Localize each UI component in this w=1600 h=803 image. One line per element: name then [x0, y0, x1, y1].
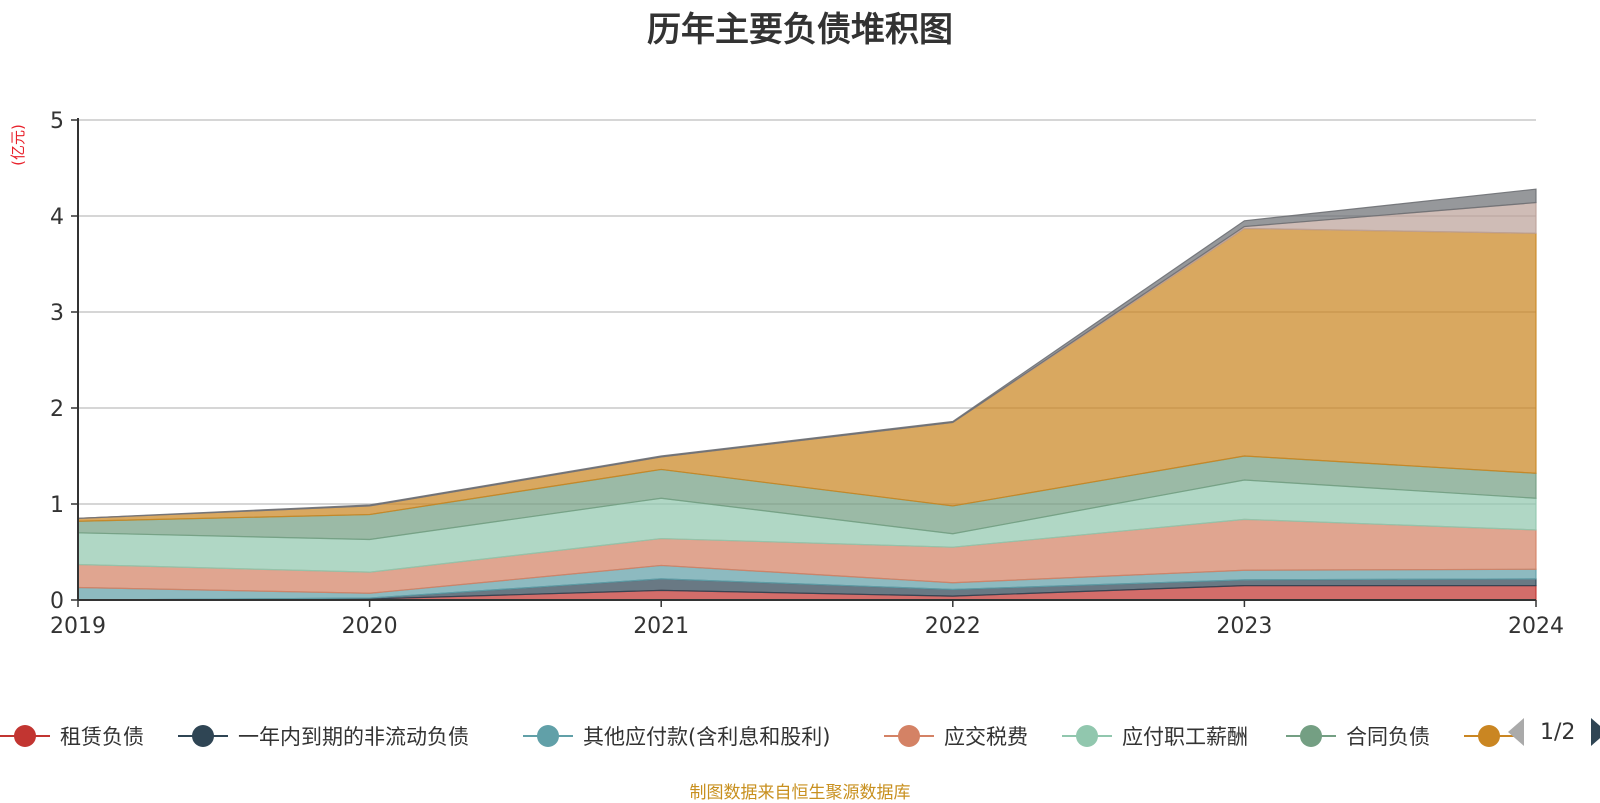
x-tick-label: 2022: [925, 614, 981, 639]
triangle-right-icon[interactable]: [1585, 716, 1600, 748]
chart-plot: 0 1 2 3 4 5 2019 2020 2021 2022 2023 2024 (亿元): [9, 109, 1564, 639]
chart-title: 历年主要负债堆积图: [647, 10, 953, 50]
area-其他负债二: [77, 188, 1537, 519]
source-note: 制图数据来自恒生聚源数据库: [689, 783, 911, 803]
y-tick-label: 0: [50, 589, 64, 614]
legend-label: 其他应付款(含利息和股利): [583, 725, 831, 749]
legend-pagination: 1/2: [1504, 716, 1600, 748]
legend-marker-icon: [884, 725, 934, 747]
legend-marker-icon: [1286, 725, 1336, 747]
x-tick-label: 2023: [1216, 614, 1272, 639]
legend-label: 一年内到期的非流动负债: [238, 725, 469, 749]
y-tick-label: 4: [50, 205, 64, 230]
legend-marker-icon: [1464, 725, 1514, 747]
legend-item[interactable]: 应交税费: [884, 718, 1028, 754]
legend-marker-icon: [523, 725, 573, 747]
area-series: [77, 188, 1537, 601]
y-tick-label: 3: [50, 301, 64, 326]
axes: 0 1 2 3 4 5 2019 2020 2021 2022 2023 2024: [50, 109, 1564, 639]
legend-label: 应交税费: [944, 725, 1028, 749]
legend-item[interactable]: [1464, 718, 1524, 754]
x-tick-label: 2020: [342, 614, 398, 639]
legend-item[interactable]: 其他应付款(含利息和股利): [523, 718, 830, 754]
legend-item[interactable]: 租赁负债: [0, 718, 144, 754]
legend-item[interactable]: 一年内到期的非流动负债: [178, 718, 469, 754]
y-tick-label: 5: [50, 109, 64, 134]
legend-label: 应付职工薪酬: [1122, 725, 1248, 749]
triangle-left-icon[interactable]: [1504, 716, 1530, 748]
legend-marker-icon: [1062, 725, 1112, 747]
legend-label: 合同负债: [1346, 725, 1430, 749]
y-tick-label: 1: [50, 493, 64, 518]
y-tick-label: 2: [50, 397, 64, 422]
x-tick-label: 2019: [50, 614, 106, 639]
legend-marker-icon: [0, 725, 50, 747]
legend: 租赁负债 一年内到期的非流动负债 其他应付款(含利息和股利) 应交税费 应付职工薪酬 合同…: [0, 718, 1600, 754]
legend-marker-icon: [178, 725, 228, 747]
x-tick-label: 2024: [1508, 614, 1564, 639]
legend-item[interactable]: 合同负债: [1286, 718, 1430, 754]
legend-page-indicator: 1/2: [1540, 719, 1576, 745]
legend-label: 租赁负债: [60, 725, 144, 749]
y-axis-unit-label: (亿元): [9, 124, 27, 166]
x-tick-label: 2021: [633, 614, 689, 639]
legend-item[interactable]: 应付职工薪酬: [1062, 718, 1248, 754]
